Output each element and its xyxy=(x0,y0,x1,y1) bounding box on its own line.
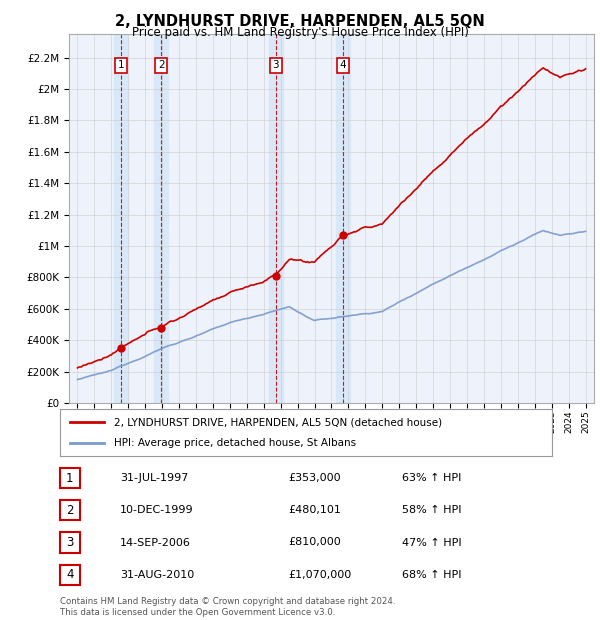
Bar xyxy=(336,34,350,403)
Text: Price paid vs. HM Land Registry's House Price Index (HPI): Price paid vs. HM Land Registry's House … xyxy=(131,26,469,39)
Bar xyxy=(115,34,128,403)
Text: 63% ↑ HPI: 63% ↑ HPI xyxy=(402,473,461,483)
Text: 2, LYNDHURST DRIVE, HARPENDEN, AL5 5QN: 2, LYNDHURST DRIVE, HARPENDEN, AL5 5QN xyxy=(115,14,485,29)
Text: 47% ↑ HPI: 47% ↑ HPI xyxy=(402,538,461,547)
Text: 1: 1 xyxy=(66,472,74,484)
Text: 2: 2 xyxy=(66,504,74,516)
Text: £353,000: £353,000 xyxy=(288,473,341,483)
Text: £1,070,000: £1,070,000 xyxy=(288,570,351,580)
Text: 58% ↑ HPI: 58% ↑ HPI xyxy=(402,505,461,515)
Text: 3: 3 xyxy=(272,61,279,71)
Text: 2, LYNDHURST DRIVE, HARPENDEN, AL5 5QN (detached house): 2, LYNDHURST DRIVE, HARPENDEN, AL5 5QN (… xyxy=(114,417,442,427)
Text: 3: 3 xyxy=(66,536,74,549)
Text: 10-DEC-1999: 10-DEC-1999 xyxy=(120,505,194,515)
Text: 31-JUL-1997: 31-JUL-1997 xyxy=(120,473,188,483)
Text: 4: 4 xyxy=(340,61,346,71)
Text: 31-AUG-2010: 31-AUG-2010 xyxy=(120,570,194,580)
Bar xyxy=(154,34,168,403)
Bar xyxy=(269,34,283,403)
Text: £810,000: £810,000 xyxy=(288,538,341,547)
Text: £480,101: £480,101 xyxy=(288,505,341,515)
Text: 2: 2 xyxy=(158,61,164,71)
Text: 14-SEP-2006: 14-SEP-2006 xyxy=(120,538,191,547)
Text: 1: 1 xyxy=(118,61,124,71)
Text: 4: 4 xyxy=(66,569,74,581)
Text: 68% ↑ HPI: 68% ↑ HPI xyxy=(402,570,461,580)
Text: HPI: Average price, detached house, St Albans: HPI: Average price, detached house, St A… xyxy=(114,438,356,448)
Text: Contains HM Land Registry data © Crown copyright and database right 2024.
This d: Contains HM Land Registry data © Crown c… xyxy=(60,598,395,617)
